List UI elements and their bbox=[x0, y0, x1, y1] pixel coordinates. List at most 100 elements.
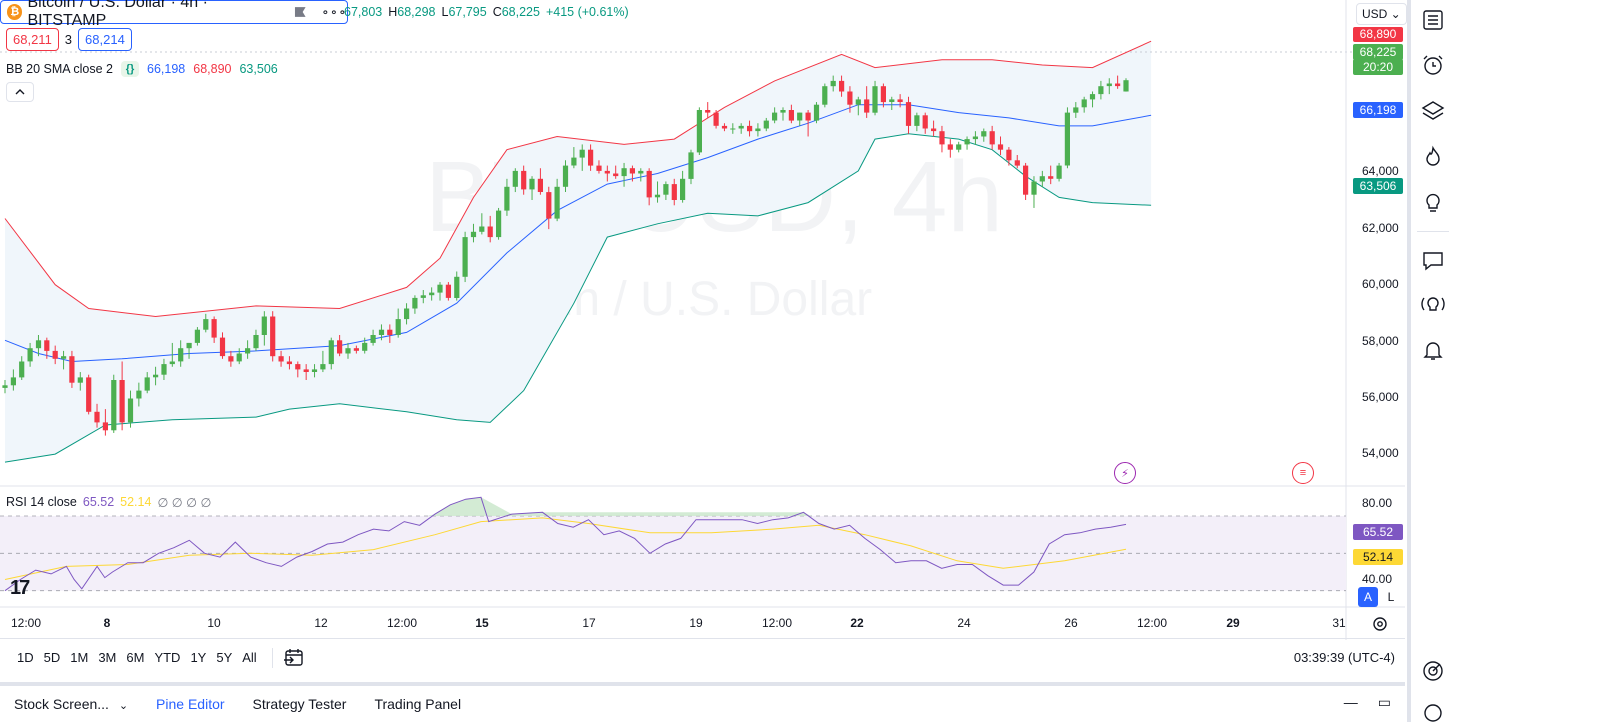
candle bbox=[144, 372, 150, 394]
candle bbox=[705, 102, 711, 118]
candle-body bbox=[236, 353, 242, 362]
candle-body bbox=[705, 110, 711, 113]
sell-price-button[interactable]: 68,211 bbox=[6, 28, 59, 51]
candle-body bbox=[1106, 83, 1112, 87]
bb-indicator-legend[interactable]: BB 20 SMA close 2 {} 66,198 68,890 63,50… bbox=[6, 61, 278, 77]
maximize-panel-icon[interactable]: ▭ bbox=[1377, 694, 1391, 710]
candle bbox=[245, 340, 251, 359]
tab-stock-screener[interactable]: Stock Screen... ⌄ bbox=[14, 696, 129, 712]
candle-body bbox=[730, 128, 736, 130]
notifications-bell-icon[interactable] bbox=[1418, 335, 1448, 365]
currency-selector[interactable]: USD ⌄ bbox=[1356, 3, 1407, 25]
candle bbox=[136, 382, 142, 407]
help-icon[interactable] bbox=[1418, 696, 1448, 722]
rsi-indicator-legend[interactable]: RSI 14 close 65.52 52.14 ∅ ∅ ∅ ∅ bbox=[6, 495, 211, 510]
candle bbox=[830, 75, 836, 92]
candle bbox=[1014, 155, 1020, 169]
range-1y-button[interactable]: 1Y bbox=[190, 650, 207, 665]
candle bbox=[353, 345, 359, 354]
time-axis-label: 12:00 bbox=[1136, 616, 1168, 630]
rsi-axis-label: 40.00 bbox=[1362, 572, 1393, 586]
candle bbox=[579, 144, 585, 171]
streams-broadcast-icon[interactable] bbox=[1418, 289, 1448, 319]
tab-pine-editor[interactable]: Pine Editor bbox=[156, 696, 225, 712]
candle-body bbox=[253, 335, 259, 349]
range-all-button[interactable]: All bbox=[242, 650, 257, 665]
candle-body bbox=[772, 112, 778, 121]
range-1d-button[interactable]: 1D bbox=[17, 650, 34, 665]
auto-scale-button[interactable]: A bbox=[1358, 587, 1378, 607]
candle-body bbox=[420, 295, 426, 298]
ohlc-change: +415 (+0.61%) bbox=[545, 5, 629, 19]
candle bbox=[420, 290, 426, 304]
date-range-toolbar: 1D 5D 1M 3M 6M YTD 1Y 5Y All 03:39:39 (U… bbox=[0, 638, 1405, 676]
price-chart[interactable] bbox=[0, 0, 1405, 640]
candle-body bbox=[922, 115, 928, 129]
range-5d-button[interactable]: 5D bbox=[43, 650, 61, 665]
candle bbox=[939, 125, 945, 153]
tradingview-logo[interactable]: 17 bbox=[10, 577, 30, 599]
candle-body bbox=[588, 149, 594, 166]
more-options-icon[interactable]: ∘∘∘ bbox=[321, 5, 347, 19]
candle bbox=[61, 350, 67, 370]
candle-body bbox=[219, 337, 226, 357]
symbol-title[interactable]: Bitcoin / U.S. Dollar · 4h · BITSTAMP bbox=[27, 0, 208, 29]
layers-icon[interactable] bbox=[1418, 96, 1448, 126]
candle-body bbox=[579, 149, 585, 158]
candle-body bbox=[889, 99, 895, 102]
watchlist-icon[interactable] bbox=[1418, 5, 1448, 35]
candle-body bbox=[1081, 99, 1087, 108]
candle bbox=[972, 131, 978, 145]
dom-target-icon[interactable] bbox=[1418, 656, 1448, 686]
us-economic-event-icon[interactable]: ≡ bbox=[1292, 462, 1314, 484]
alarm-clock-icon[interactable] bbox=[1418, 50, 1448, 80]
tab-strategy-tester[interactable]: Strategy Tester bbox=[252, 696, 347, 712]
time-axis-label: 29 bbox=[1226, 616, 1240, 630]
clock-timezone[interactable]: 03:39:39 (UTC-4) bbox=[1293, 650, 1395, 665]
sidebar-divider[interactable] bbox=[1407, 0, 1411, 722]
range-1m-button[interactable]: 1M bbox=[70, 650, 89, 665]
hotlists-flame-icon[interactable] bbox=[1418, 142, 1448, 172]
range-6m-button[interactable]: 6M bbox=[126, 650, 145, 665]
lightning-event-icon[interactable]: ⚡ bbox=[1114, 462, 1136, 484]
candle bbox=[680, 170, 686, 203]
candle-body bbox=[378, 329, 385, 335]
bb-lower-value: 63,506 bbox=[239, 62, 278, 76]
log-scale-button[interactable]: L bbox=[1387, 590, 1395, 604]
range-5y-button[interactable]: 5Y bbox=[216, 650, 233, 665]
candle bbox=[1056, 162, 1062, 182]
candle bbox=[788, 104, 794, 124]
symbol-legend[interactable]: ₿ Bitcoin / U.S. Dollar · 4h · BITSTAMP … bbox=[0, 0, 348, 29]
time-axis-label: 12:00 bbox=[10, 616, 42, 630]
candle-body bbox=[797, 112, 803, 121]
divider bbox=[1417, 231, 1449, 232]
chat-icon[interactable] bbox=[1418, 246, 1448, 276]
candle-body bbox=[939, 131, 945, 145]
go-to-date-icon[interactable] bbox=[283, 648, 305, 668]
candle-body bbox=[1064, 112, 1070, 166]
range-3m-button[interactable]: 3M bbox=[98, 650, 117, 665]
chevron-down-icon[interactable]: ⌄ bbox=[118, 700, 129, 712]
bar-countdown-tag: 20:20 bbox=[1353, 59, 1403, 75]
candle bbox=[730, 123, 736, 134]
candle bbox=[10, 369, 16, 391]
buy-price-button[interactable]: 68,214 bbox=[78, 28, 132, 51]
candle-body bbox=[203, 319, 209, 330]
candle bbox=[529, 176, 535, 200]
flag-icon[interactable] bbox=[294, 6, 308, 18]
time-axis-label: 12:00 bbox=[386, 616, 418, 630]
candle-body bbox=[830, 80, 836, 87]
range-ytd-button[interactable]: YTD bbox=[154, 650, 181, 665]
settings-gear-icon[interactable] bbox=[1371, 615, 1389, 633]
tab-trading-panel[interactable]: Trading Panel bbox=[374, 696, 462, 712]
candle-body bbox=[270, 316, 276, 357]
minimize-panel-icon[interactable]: — bbox=[1343, 694, 1358, 710]
candle bbox=[320, 350, 326, 373]
source-code-icon[interactable]: {} bbox=[121, 61, 140, 77]
candle bbox=[914, 112, 920, 132]
collapse-legend-button[interactable] bbox=[6, 82, 34, 102]
time-axis-label: 17 bbox=[582, 616, 596, 630]
candle-body bbox=[1039, 176, 1045, 182]
ideas-lightbulb-icon[interactable] bbox=[1418, 187, 1448, 217]
bottom-panel-tabs: Stock Screen... ⌄ Pine Editor Strategy T… bbox=[0, 682, 1405, 722]
